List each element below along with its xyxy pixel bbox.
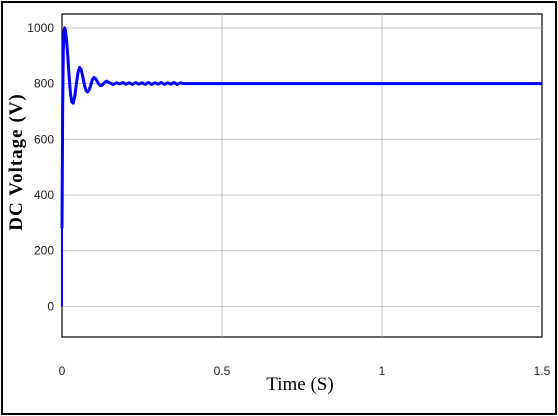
y-axis-label: DC Voltage (V) [6,93,27,231]
y-tick-label: 0 [47,299,54,313]
y-tick-label: 200 [34,244,54,258]
x-tick-label: 1.5 [534,364,551,378]
plot-area [61,13,543,338]
x-tick-label: 0 [59,364,66,378]
y-tick-labels: 0 200 400 600 800 1000 [27,21,54,313]
y-tick-label: 800 [34,77,54,91]
series-line [60,26,542,229]
x-tick-labels: 0 0.5 1 1.5 [59,364,551,378]
series-group [60,26,542,307]
x-tick-label: 0.5 [214,364,231,378]
x-axis-label: Time (S) [266,374,333,395]
y-tick-label: 400 [34,188,54,202]
y-tick-label: 1000 [27,21,54,35]
x-tick-label: 1 [379,364,386,378]
y-tick-label: 600 [34,132,54,146]
